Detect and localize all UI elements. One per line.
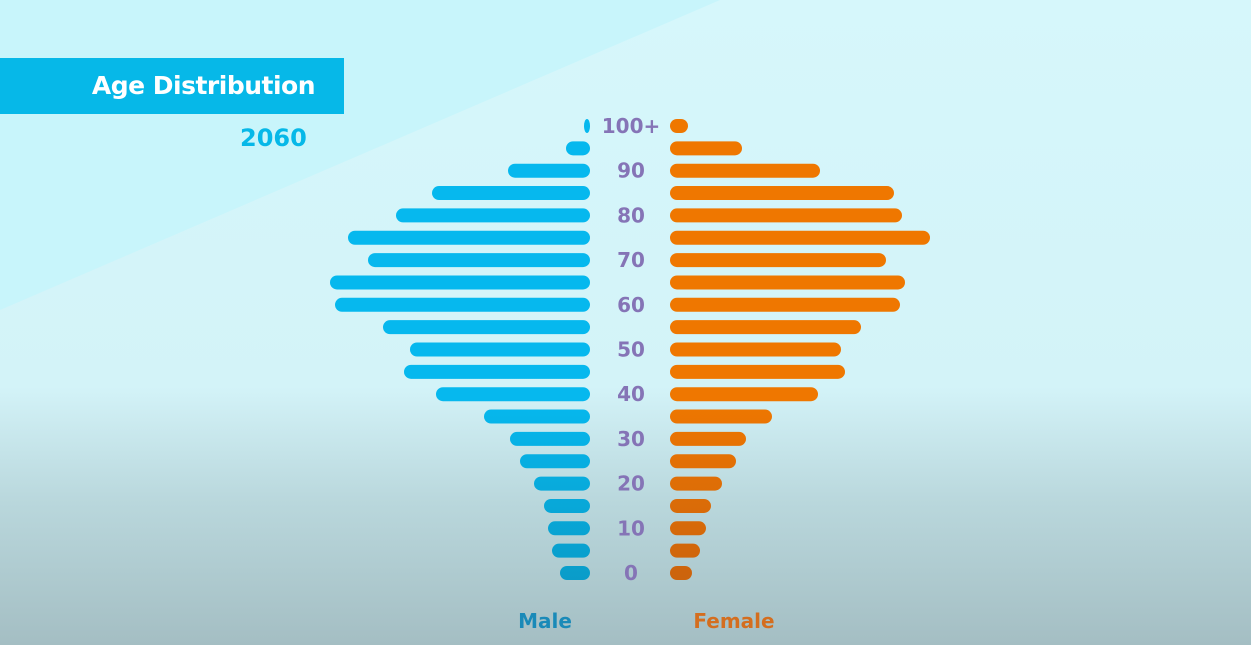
male-bar-age-55 bbox=[383, 320, 590, 335]
female-bar-age-80 bbox=[670, 208, 902, 223]
male-bar-age-100+ bbox=[584, 119, 590, 133]
male-bar-age-10 bbox=[548, 521, 590, 536]
female-bar-age-75 bbox=[670, 230, 930, 245]
chart-title: Age Distribution bbox=[91, 71, 316, 100]
female-bar-age-50 bbox=[670, 342, 841, 357]
male-bar-age-65 bbox=[330, 275, 590, 290]
male-bar-age-40 bbox=[436, 387, 590, 402]
age-tick-label: 80 bbox=[617, 203, 645, 227]
female-bar-age-90 bbox=[670, 163, 820, 178]
age-tick-label: 0 bbox=[624, 561, 638, 585]
age-tick-label: 30 bbox=[617, 427, 645, 451]
female-bar-age-20 bbox=[670, 476, 722, 491]
female-bar-age-85 bbox=[670, 186, 894, 201]
chart-year: 2060 bbox=[240, 124, 307, 152]
male-bar-age-15 bbox=[544, 498, 590, 513]
male-bar-age-80 bbox=[396, 208, 590, 223]
male-bar-age-70 bbox=[368, 253, 590, 268]
female-bar-age-40 bbox=[670, 387, 818, 402]
female-bar-age-25 bbox=[670, 454, 736, 469]
legend-male: Male bbox=[518, 609, 572, 633]
title-banner: Age Distribution bbox=[0, 58, 344, 114]
age-tick-label: 60 bbox=[617, 293, 645, 317]
male-bar-age-35 bbox=[484, 409, 590, 424]
male-bar-age-50 bbox=[410, 342, 590, 357]
female-bar-age-95 bbox=[670, 141, 742, 156]
age-tick-label: 10 bbox=[617, 516, 645, 540]
legend-female: Female bbox=[693, 609, 774, 633]
male-bar-age-75 bbox=[348, 230, 590, 245]
male-bar-age-45 bbox=[404, 364, 590, 379]
female-bar-age-65 bbox=[670, 275, 905, 290]
female-bar-age-10 bbox=[670, 521, 706, 536]
female-bar-age-5 bbox=[670, 543, 700, 558]
male-bar-age-5 bbox=[552, 543, 590, 558]
age-tick-label: 50 bbox=[617, 338, 645, 362]
female-bar-age-70 bbox=[670, 253, 886, 268]
age-tick-label: 100+ bbox=[602, 114, 661, 138]
male-bar-age-0 bbox=[560, 566, 590, 580]
female-bar-age-60 bbox=[670, 297, 900, 312]
male-bar-age-25 bbox=[520, 454, 590, 469]
male-bar-age-85 bbox=[432, 186, 590, 201]
age-tick-label: 20 bbox=[617, 472, 645, 496]
age-tick-label: 40 bbox=[617, 382, 645, 406]
male-bar-age-95 bbox=[566, 141, 590, 156]
female-bar-age-35 bbox=[670, 409, 772, 424]
male-bar-age-30 bbox=[510, 431, 590, 446]
age-tick-label: 70 bbox=[617, 248, 645, 272]
male-bar-age-60 bbox=[335, 297, 590, 312]
female-bar-age-45 bbox=[670, 364, 845, 379]
male-bar-age-90 bbox=[508, 163, 590, 178]
female-bar-age-55 bbox=[670, 320, 861, 335]
male-bar-age-20 bbox=[534, 476, 590, 491]
female-bar-age-15 bbox=[670, 498, 711, 513]
female-bar-age-30 bbox=[670, 431, 746, 446]
age-tick-label: 90 bbox=[617, 159, 645, 183]
female-bar-age-0 bbox=[670, 566, 692, 580]
female-bar-age-100+ bbox=[670, 119, 688, 133]
